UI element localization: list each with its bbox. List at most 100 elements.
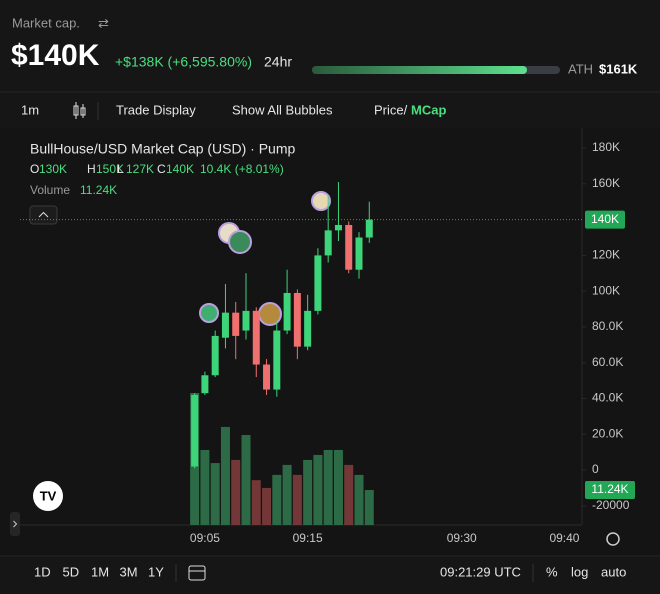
volume-bar bbox=[210, 463, 220, 525]
candle-body bbox=[273, 330, 281, 390]
candle-body bbox=[324, 230, 332, 256]
volume-bar bbox=[354, 474, 364, 525]
legend-value: 130K bbox=[39, 162, 67, 176]
volume-bar bbox=[344, 464, 354, 525]
tv-logo[interactable] bbox=[33, 481, 63, 511]
interval-button[interactable]: 1m bbox=[21, 102, 39, 117]
candle-body bbox=[232, 312, 240, 336]
bubble[interactable] bbox=[228, 230, 252, 254]
header-title: Market cap. bbox=[12, 15, 80, 30]
side-toggle[interactable] bbox=[10, 512, 20, 536]
collapse-icon bbox=[38, 211, 49, 218]
change: +$138K (+6,595.80%) bbox=[115, 54, 252, 70]
candle-body bbox=[355, 237, 363, 270]
y-tick-label: 180K bbox=[592, 140, 620, 154]
bubbles bbox=[199, 191, 331, 326]
volume-bar bbox=[313, 454, 323, 525]
y-tick-label: 60.0K bbox=[592, 355, 623, 369]
legend-value: 140K bbox=[166, 162, 194, 176]
volume-bar bbox=[220, 426, 230, 525]
last-price-label: 140K bbox=[591, 212, 619, 226]
bubble[interactable] bbox=[199, 303, 219, 323]
candle-body bbox=[345, 224, 353, 270]
volume-bar bbox=[333, 449, 343, 525]
bubble[interactable] bbox=[311, 191, 331, 211]
price-toggle[interactable]: Price/ bbox=[374, 102, 408, 117]
y-tick-label: 80.0K bbox=[592, 319, 623, 333]
bubbles-button[interactable]: Show All Bubbles bbox=[232, 102, 333, 117]
x-tick-label: 09:15 bbox=[293, 531, 323, 545]
trade-display-button[interactable]: Trade Display bbox=[116, 102, 196, 117]
x-tick-label: 09:40 bbox=[549, 531, 579, 545]
candle-body bbox=[283, 292, 291, 331]
x-tick-label: 09:30 bbox=[447, 531, 477, 545]
volume-bar bbox=[364, 490, 374, 525]
volume-bar bbox=[282, 464, 292, 525]
candle-body bbox=[242, 310, 250, 331]
period: 24hr bbox=[264, 54, 292, 70]
mcap-toggle[interactable]: MCap bbox=[411, 102, 446, 117]
legend-key: H bbox=[87, 162, 96, 176]
legend-change: 10.4K (+8.01%) bbox=[200, 162, 284, 176]
candle-body bbox=[304, 310, 312, 347]
last-price-box bbox=[585, 210, 625, 229]
candle-body bbox=[365, 219, 373, 238]
volume-bar bbox=[323, 449, 333, 525]
last-volume-box bbox=[585, 481, 635, 500]
y-tick-label: -20000 bbox=[592, 498, 630, 512]
volume-bar bbox=[231, 459, 241, 525]
range-button[interactable]: 5D bbox=[63, 564, 80, 579]
candle-body bbox=[211, 335, 219, 376]
candle-body bbox=[314, 255, 322, 311]
side-toggle-icon bbox=[13, 520, 18, 528]
calendar-icon[interactable] bbox=[188, 565, 206, 581]
percent-toggle[interactable]: % bbox=[546, 564, 558, 579]
legend-value: 150K bbox=[96, 162, 124, 176]
log-toggle[interactable]: log bbox=[571, 564, 588, 579]
candle-body bbox=[263, 364, 271, 390]
market-cap: $140K bbox=[11, 39, 100, 72]
volume-bar bbox=[272, 474, 282, 525]
y-tick-label: 40.0K bbox=[592, 391, 623, 405]
range-button[interactable]: 1M bbox=[91, 564, 109, 579]
volume-bar bbox=[303, 459, 313, 525]
y-tick-label: 100K bbox=[592, 283, 620, 297]
candle-body bbox=[191, 394, 199, 467]
legend-key: C bbox=[157, 162, 166, 176]
y-tick-label: 0 bbox=[592, 462, 599, 476]
volume-title: Volume bbox=[30, 183, 70, 197]
legend-key: O bbox=[30, 162, 39, 176]
settings-icon[interactable] bbox=[606, 532, 620, 546]
y-tick-label: 20.0K bbox=[592, 426, 623, 440]
footer: 1D 5D 1M 3M 1Y bbox=[34, 564, 164, 579]
bubble[interactable] bbox=[258, 302, 282, 326]
y-tick-label: 120K bbox=[592, 248, 620, 262]
candle-body bbox=[334, 224, 342, 231]
ath-progress bbox=[312, 66, 527, 74]
collapse-button[interactable] bbox=[29, 205, 58, 225]
range-button[interactable]: 1Y bbox=[148, 564, 164, 579]
swap-icon[interactable]: ⇄ bbox=[98, 15, 109, 30]
last-volume-label: 11.24K bbox=[591, 482, 628, 496]
auto-toggle[interactable]: auto bbox=[601, 564, 626, 579]
range-button[interactable]: 1D bbox=[34, 564, 51, 579]
volume-bar bbox=[251, 480, 261, 525]
range-button[interactable]: 3M bbox=[120, 564, 138, 579]
legend-key: L bbox=[117, 162, 124, 176]
y-tick-label: 160K bbox=[592, 176, 620, 190]
ath-value: $161K bbox=[599, 61, 638, 76]
volume-bar bbox=[200, 449, 210, 525]
candle-type-icon[interactable] bbox=[73, 102, 86, 119]
volume-bar bbox=[262, 487, 272, 525]
ath-label: ATH bbox=[568, 61, 593, 76]
volume-bar bbox=[241, 435, 251, 525]
candle-body bbox=[293, 292, 301, 347]
candle-body bbox=[252, 310, 260, 365]
candle-body bbox=[201, 375, 209, 394]
volume-bar bbox=[292, 474, 302, 525]
tv-logo-mark: TV bbox=[40, 488, 57, 503]
volume-text: 11.24K bbox=[80, 183, 117, 197]
chart-title: BullHouse/USD Market Cap (USD) · Pump bbox=[30, 141, 296, 157]
x-tick-label: 09:05 bbox=[190, 531, 220, 545]
